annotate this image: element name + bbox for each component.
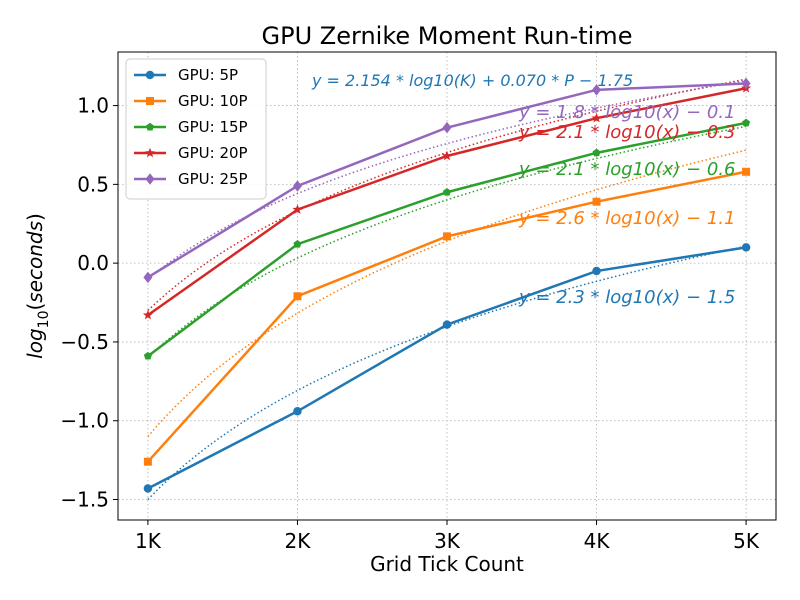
- y-tick-label: −0.5: [60, 330, 109, 354]
- legend-box: [125, 58, 267, 200]
- x-tick-label: 2K: [285, 529, 312, 553]
- chart-title: GPU Zernike Moment Run-time: [262, 22, 633, 50]
- series-gpu-25p: [143, 77, 751, 284]
- x-tick-label: 5K: [733, 529, 760, 553]
- data-point: [742, 167, 751, 176]
- series-gpu-15p: [143, 118, 751, 360]
- legend-label: GPU: 25P: [178, 170, 248, 188]
- legend-entry: GPU: 25P: [134, 170, 248, 188]
- data-point: [146, 97, 154, 105]
- y-tick-label: 1.0: [77, 94, 109, 118]
- data-point: [145, 70, 155, 80]
- legend-label: GPU: 10P: [178, 92, 248, 110]
- legend-label: GPU: 20P: [178, 144, 248, 162]
- x-tick-label: 1K: [135, 529, 162, 553]
- legend: GPU: 5P GPU: 10P GPU: 15P GPU: 20P GPU: 25P: [125, 58, 267, 200]
- fit-equation-label: y = 1.8 * log10(x) − 0.1: [518, 102, 735, 123]
- data-point: [592, 84, 602, 96]
- y-axis-label: log10(seconds): [23, 213, 52, 359]
- data-point: [592, 148, 601, 157]
- data-point: [142, 309, 153, 320]
- y-tick-label: 0.0: [77, 251, 109, 275]
- fit-equation-label: y = 2.1 * log10(x) − 0.6: [518, 159, 735, 180]
- x-tick-label: 4K: [584, 529, 611, 553]
- legend-label: GPU: 15P: [178, 118, 248, 136]
- data-point: [591, 112, 602, 123]
- data-point: [442, 121, 452, 134]
- data-point: [292, 180, 302, 192]
- y-tick-label: −1.0: [60, 409, 109, 433]
- y-tick-label: 0.5: [77, 172, 109, 196]
- data-point: [592, 197, 601, 206]
- fit-equation-label: y = 2.3 * log10(x) − 1.5: [518, 287, 735, 308]
- legend-label: GPU: 5P: [178, 66, 238, 84]
- data-point: [293, 407, 302, 416]
- fit-curve: [147, 149, 747, 437]
- data-point: [742, 118, 751, 127]
- data-point: [143, 351, 152, 360]
- grid: [118, 52, 776, 520]
- data-point: [741, 77, 751, 90]
- x-axis-label: Grid Tick Count: [370, 552, 524, 576]
- legend-entry: GPU: 10P: [134, 92, 248, 110]
- data-series: [142, 77, 752, 493]
- data-point: [143, 484, 153, 493]
- data-point: [293, 292, 302, 301]
- series-gpu-10p: [143, 167, 751, 466]
- data-point: [145, 147, 155, 158]
- y-tick-label: −1.5: [60, 488, 109, 512]
- data-point: [145, 173, 155, 185]
- data-point: [143, 271, 153, 284]
- data-point: [592, 266, 601, 276]
- data-point: [292, 204, 303, 214]
- data-point: [442, 150, 452, 161]
- legend-entry: GPU: 15P: [134, 118, 248, 136]
- x-tick-label: 3K: [434, 529, 461, 553]
- series-gpu-5p: [143, 243, 751, 493]
- fit-equation-label: y = 2.6 * log10(x) − 1.1: [518, 208, 735, 229]
- legend-entry: GPU: 5P: [134, 66, 238, 84]
- global-fit-label: y = 2.154 * log10(K) + 0.070 * P − 1.75: [311, 71, 633, 90]
- axis-ticks: 1K 2K 3K 4K 5K −1.5 −1.0 −0.5 0.0 0.5 1.0: [60, 94, 759, 553]
- data-point: [443, 232, 451, 241]
- data-point: [143, 457, 152, 466]
- fit-annotations: y = 2.3 * log10(x) − 1.5 y = 2.6 * log10(…: [311, 71, 735, 308]
- data-point: [145, 122, 155, 131]
- fit-equation-label: y = 2.1 * log10(x) − 0.3: [518, 122, 735, 143]
- data-point: [293, 239, 302, 248]
- data-point: [442, 187, 452, 196]
- data-point: [741, 243, 751, 252]
- fit-curve: [147, 125, 747, 359]
- data-point: [442, 320, 452, 329]
- legend-entry: GPU: 20P: [134, 144, 248, 162]
